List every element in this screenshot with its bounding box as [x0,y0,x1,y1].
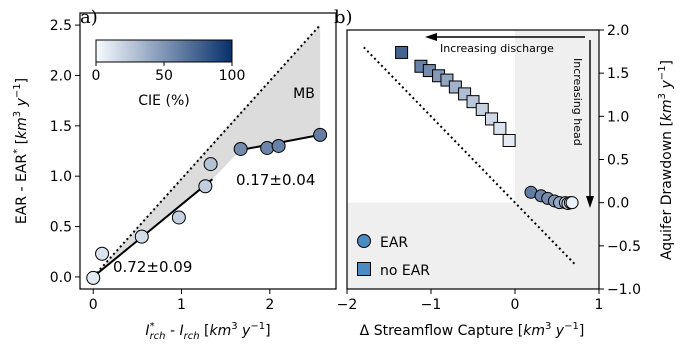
mass-balance-line [92,24,321,278]
panel-b-xtick-label: −1 [421,297,442,313]
reference-line [363,46,577,266]
panel-b-point-ear [565,196,579,210]
panel-b-ytick-label: 1.0 [607,109,629,125]
panel-a-ytick-label: 1.0 [50,169,72,185]
head-arrow-head [586,196,594,208]
legend-ear-label: EAR [380,235,408,251]
panel-b-ytick-label: 1.5 [607,66,629,82]
panel-a-point [203,157,218,172]
panel-b-xtick-label: −2 [337,297,358,313]
mass-balance-label: MB [293,86,315,102]
panel-a-xlabel: I* rch - Irch [km3 y−1] [145,321,270,342]
panel-a-ytick-label: 0.5 [50,220,72,236]
fit-line-1 [92,178,214,278]
panel-b-ytick-label: 0.5 [607,153,629,169]
panel-a-xtick-label: 1 [177,297,186,313]
colorbar [95,39,233,63]
head-annotation: Increasing head [571,58,584,146]
panel-a-ytick-label: 0.0 [50,270,72,286]
panel-a-ytick-label: 1.5 [50,119,72,135]
quadrant-shade-bottom [347,202,515,289]
panel-a-point [271,138,286,153]
panel-b-point-noear [502,134,516,148]
panel-b-xtick-label: 0 [511,297,520,313]
panel-b: −2 −1 0 1 −1.0 −0.5 0.0 0.5 1.0 1.5 2.0 Increasin… [334,7,675,339]
slope-low-annotation: 0.72±0.09 [113,258,192,276]
colorbar-tick-label: 0 [92,68,101,84]
legend-ear-marker [357,234,371,248]
panel-a-point [198,179,213,194]
panel-b-label: b) [334,7,353,28]
panel-b-point-noear [493,121,507,135]
panel-b-xtick-label: 1 [595,297,604,313]
slope-high-annotation: 0.17±0.04 [236,171,315,189]
panel-a-frame [79,12,337,290]
panel-a-ytick-label: 2.0 [50,68,72,84]
panel-a-xtick-label: 0 [89,297,98,313]
panel-a-point [313,127,328,142]
panel-a-point [86,270,101,285]
panel-b-ytick-label: −1.0 [607,282,641,298]
panel-b-ytick-label: 2.0 [607,23,629,39]
panel-a-point [233,141,248,156]
mass-balance-shade [93,25,321,277]
panel-a: 0 1 2 0.0 0.5 1.0 1.5 2.0 2.5 0 50 100 CIE (%) MB… [12,7,337,342]
colorbar-tick-label: 100 [219,68,246,84]
panel-b-point-noear [395,45,409,59]
quadrant-shade-right [515,30,599,289]
panel-b-ytick-label: −0.5 [607,239,641,255]
panel-a-ylabel: EAR - EAR* [km3 y−1] [12,78,30,224]
panel-a-point [260,140,275,155]
panel-a-point [171,210,186,225]
panel-a-point [95,246,110,261]
colorbar-label: CIE (%) [138,93,189,109]
panel-a-xtick-label: 2 [265,297,274,313]
panel-a-point [134,229,149,244]
panel-a-ytick-label: 2.5 [50,18,72,34]
discharge-annotation: Increasing discharge [440,42,554,55]
panel-b-ytick-label: 0.0 [607,196,629,212]
panel-a-label: a) [80,7,98,28]
legend-noear-label: no EAR [380,263,430,279]
legend-noear-marker [357,262,371,276]
colorbar-tick-label: 50 [155,68,173,84]
panel-b-xlabel: Δ Streamflow Capture [km3 y−1] [360,321,585,339]
panel-b-ylabel: Aquifer Drawdown [km3 y−1] [657,60,675,260]
discharge-arrow-head [425,33,437,41]
